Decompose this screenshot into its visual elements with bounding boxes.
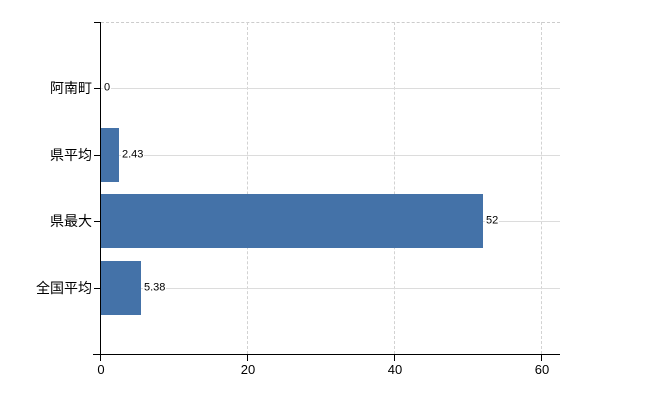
bar-value-label: 5.38 <box>143 281 167 295</box>
x-tick-label: 40 <box>387 362 403 377</box>
y-axis-tick <box>94 88 100 89</box>
x-gridline <box>394 22 395 354</box>
x-axis-tick <box>100 355 101 361</box>
category-gridline <box>101 88 560 89</box>
category-label: 県平均 <box>50 147 92 163</box>
bar <box>101 261 141 315</box>
category-label: 全国平均 <box>36 280 92 296</box>
bar <box>101 128 119 182</box>
x-tick-label: 60 <box>534 362 550 377</box>
x-gridline <box>541 22 542 354</box>
x-axis-tick <box>247 355 248 361</box>
y-axis-tick <box>94 155 100 156</box>
bar-value-label: 2.43 <box>121 148 145 162</box>
y-axis-tick <box>94 221 100 222</box>
y-axis-tick <box>94 288 100 289</box>
plot-top-border <box>101 22 560 23</box>
x-axis-tick <box>541 355 542 361</box>
category-gridline <box>101 155 560 156</box>
category-label: 阿南町 <box>50 80 92 96</box>
y-axis-tick <box>94 22 100 23</box>
bar-value-label: 52 <box>485 214 500 228</box>
category-label: 県最大 <box>50 213 92 229</box>
x-axis-tick <box>394 355 395 361</box>
x-tick-label: 20 <box>240 362 256 377</box>
category-gridline <box>101 288 560 289</box>
bar-value-label: 0 <box>103 81 112 95</box>
x-tick-label: 0 <box>97 362 105 377</box>
x-gridline <box>247 22 248 354</box>
x-axis-line <box>93 354 560 355</box>
bar <box>101 194 483 248</box>
y-axis-line <box>100 22 101 354</box>
